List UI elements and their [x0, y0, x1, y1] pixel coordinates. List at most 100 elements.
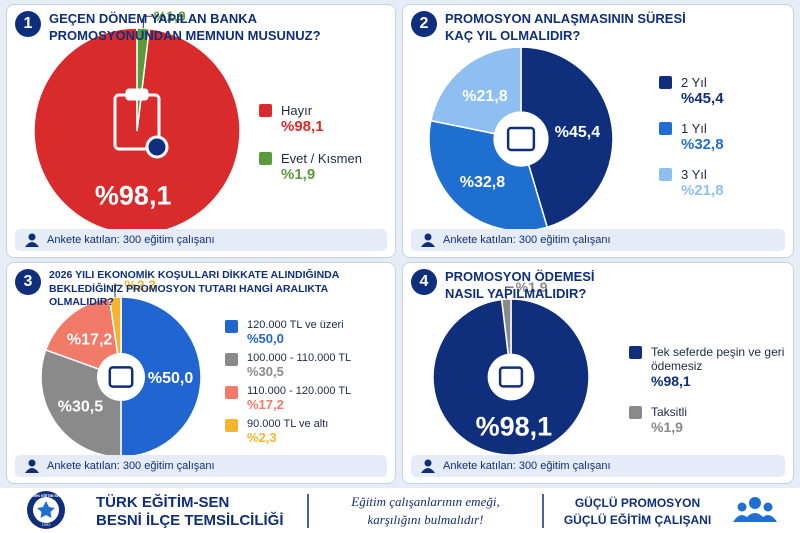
- pie-slice: [120, 296, 202, 458]
- logo-year: 1992: [42, 522, 52, 527]
- badge: 1: [15, 11, 41, 37]
- legend-item: Taksitli %1,9: [629, 405, 787, 435]
- legend-label: 1 Yıl: [681, 121, 707, 136]
- pie-slice: [44, 296, 122, 379]
- legend-label: Tek seferde peşin ve geri ödemesiz: [651, 345, 785, 373]
- legend-swatch: [225, 419, 238, 432]
- center-icon: [493, 111, 549, 167]
- respondent-note: Ankete katılan: 300 eğitim çalışanı: [411, 455, 785, 477]
- legend-item: 110.000 - 120.000 TL %17,2: [225, 385, 389, 412]
- legend-label: 100.000 - 110.000 TL: [247, 352, 352, 364]
- legend-label: Evet / Kısmen: [281, 151, 362, 166]
- icon-part: [145, 135, 169, 159]
- footer: TÜRK EĞİTİM SEN 1992 TÜRK EĞİTİM-SEN BES…: [0, 488, 800, 533]
- icon-part: [28, 459, 36, 467]
- legend-value: %30,5: [247, 364, 284, 379]
- badge: 3: [15, 269, 41, 295]
- legend-label: 110.000 - 120.000 TL: [247, 385, 352, 397]
- leader-line: [113, 284, 123, 298]
- badge: 4: [411, 269, 437, 295]
- legend-item: 3 Yıl %21,8: [659, 167, 787, 199]
- legend-value: %50,0: [247, 331, 284, 346]
- leader-line: [505, 286, 514, 300]
- legend-label: 2 Yıl: [681, 75, 707, 90]
- legend-swatch: [225, 386, 238, 399]
- legend-value: %32,8: [681, 136, 724, 153]
- icon-part: [25, 468, 39, 473]
- slice-label: %2,3: [124, 277, 156, 293]
- org-name: TÜRK EĞİTİM-SEN: [96, 494, 230, 511]
- slice-label: %98,1: [476, 411, 553, 441]
- legend: 120.000 TL ve üzeri %50,0 100.000 - 110.00…: [225, 319, 389, 451]
- icon-part: [421, 242, 435, 247]
- slice-label: %1,9: [516, 279, 548, 295]
- slice-label: %1,9: [154, 8, 186, 24]
- pie-slice: [520, 46, 614, 229]
- legend-swatch: [629, 406, 642, 419]
- legend-item: Evet / Kısmen %1,9: [259, 151, 389, 183]
- legend: Tek seferde peşin ve geri ödemesiz %98,1 T…: [629, 345, 787, 451]
- legend-value: %21,8: [681, 182, 724, 199]
- legend-swatch: [225, 320, 238, 333]
- slogan: karşılığını bulmalıdır!: [367, 512, 484, 527]
- center-icon: [97, 353, 145, 401]
- slice-label: %21,8: [462, 88, 507, 105]
- slice-label: %50,0: [148, 370, 193, 387]
- legend-swatch: [629, 346, 642, 359]
- legend-value: %45,4: [681, 90, 724, 107]
- legend-value: %17,2: [247, 397, 284, 412]
- people-icon: [733, 497, 777, 522]
- motto: GÜÇLÜ EĞİTİM ÇALIŞANI: [563, 513, 712, 527]
- respondent-note: Ankete katılan: 300 eğitim çalışanı: [15, 455, 387, 477]
- slice-label: %30,5: [58, 399, 103, 416]
- legend-label: 3 Yıl: [681, 167, 707, 182]
- icon-part: [506, 126, 536, 152]
- chart-panel: %98,1 %1,9 Hayır %98,1 Evet / Kısmen %1,9 1 GEÇ…: [6, 4, 396, 258]
- chart: %98,1 %1,9: [33, 8, 241, 235]
- legend-value: %1,9: [281, 166, 316, 183]
- leader-line: [142, 15, 152, 29]
- icon-part: [125, 88, 149, 101]
- chart-title: PROMOSYON ANLAŞMASININ SÜRESİ KAÇ YIL OL…: [445, 11, 686, 43]
- people-icon: [25, 459, 39, 473]
- slogan: Eğitim çalışanlarının emeği,: [351, 494, 500, 509]
- chart-panel: %45,4 %32,8 %21,8 2 Yıl %45,4 1 Yıl %32,8 3 Yıl…: [402, 4, 794, 258]
- legend-item: Tek seferde peşin ve geri ödemesiz %98,1: [629, 345, 787, 389]
- legend-value: %1,9: [651, 419, 683, 435]
- legend-swatch: [259, 104, 272, 117]
- pie-slice: [429, 46, 522, 140]
- icon-part: [498, 366, 524, 388]
- motto: GÜÇLÜ PROMOSYON: [574, 496, 701, 510]
- center-icon: [113, 88, 169, 159]
- legend-swatch: [659, 76, 672, 89]
- legend-label: 90.000 TL ve altı: [247, 418, 329, 430]
- people-icon: [421, 459, 435, 473]
- slice-label: %32,8: [460, 174, 505, 191]
- legend-item: 100.000 - 110.000 TL %30,5: [225, 352, 389, 379]
- icon-part: [25, 242, 39, 247]
- people-icon: [421, 233, 435, 247]
- chart: %45,4 %32,8 %21,8: [428, 46, 614, 232]
- legend-label: 120.000 TL ve üzeri: [247, 319, 344, 331]
- legend-item: Hayır %98,1: [259, 103, 389, 135]
- legend: 2 Yıl %45,4 1 Yıl %32,8 3 Yıl %21,8: [659, 75, 787, 213]
- legend-swatch: [659, 168, 672, 181]
- slice-label: %98,1: [95, 181, 172, 211]
- people-icon: [25, 233, 39, 247]
- chart: %50,0 %30,5 %17,2 %2,3: [40, 277, 202, 458]
- respondent-note: Ankete katılan: 300 eğitim çalışanı: [411, 229, 785, 251]
- pie-slice: [136, 27, 151, 132]
- org-branch: BESNİ İLÇE TEMSİLCİLİĞİ: [96, 512, 284, 529]
- chart-panel: %98,1 %1,9 Tek seferde peşin ve geri ödeme…: [402, 262, 794, 484]
- chart-title: 2026 YILI EKONOMİK KOŞULLARI DİKKATE ALI…: [49, 269, 339, 309]
- logo-text: TÜRK EĞİTİM SEN: [30, 493, 62, 498]
- legend: Hayır %98,1 Evet / Kısmen %1,9: [259, 103, 389, 199]
- legend-item: 1 Yıl %32,8: [659, 121, 787, 153]
- chart-title: GEÇEN DÖNEM YAPILAN BANKA PROMOSYONUNDAN…: [49, 11, 321, 43]
- legend-swatch: [659, 122, 672, 135]
- icon-part: [424, 459, 432, 467]
- logo-star: [37, 501, 55, 518]
- legend-value: %98,1: [651, 373, 691, 389]
